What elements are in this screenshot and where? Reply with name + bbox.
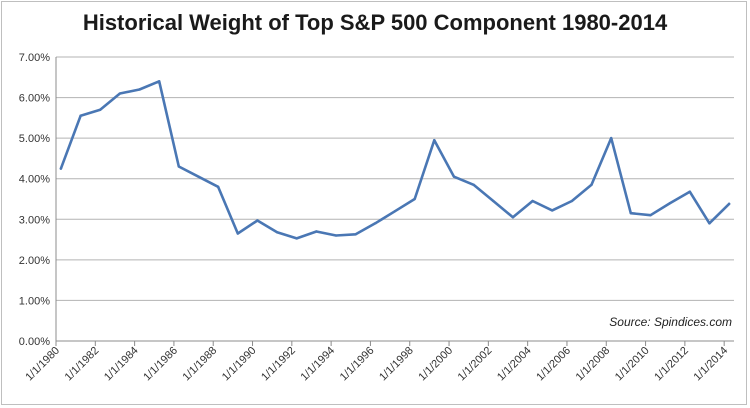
data-point <box>649 214 652 217</box>
y-tick-label: 5.00% <box>19 133 50 145</box>
x-tick-label: 1/1/1992 <box>259 345 298 384</box>
data-point <box>511 216 515 219</box>
y-axis-tick-labels: 0.00% 1.00% 2.00% 3.00% 4.00% 5.00% 6.00% 7.00% <box>19 52 50 348</box>
data-point <box>433 138 436 142</box>
y-tick-label: 7.00% <box>19 52 50 64</box>
data-point <box>551 209 554 212</box>
data-point <box>570 199 574 203</box>
x-tick-label: 1/1/1980 <box>23 345 62 384</box>
x-tick-label: 1/1/2008 <box>574 345 613 384</box>
data-point <box>99 108 102 111</box>
x-tick-label: 1/1/2002 <box>456 345 495 384</box>
data-point <box>216 185 220 189</box>
data-point <box>531 199 534 203</box>
x-tick-label: 1/1/1996 <box>338 345 377 384</box>
data-point <box>157 80 161 83</box>
x-tick-label: 1/1/1988 <box>181 345 220 384</box>
y-tick-label: 4.00% <box>19 174 50 186</box>
x-tick-label: 1/1/2006 <box>534 345 573 384</box>
x-tick-label: 1/1/1986 <box>141 345 180 384</box>
data-point <box>59 167 63 170</box>
data-point <box>275 231 279 234</box>
x-tick-label: 1/1/2014 <box>692 345 731 384</box>
x-tick-label: 1/1/1990 <box>220 345 259 384</box>
data-point <box>295 237 298 240</box>
data-point <box>256 219 259 222</box>
data-point <box>354 233 357 236</box>
y-tick-label: 2.00% <box>19 255 50 267</box>
axes <box>55 57 734 346</box>
y-tick-label: 0.00% <box>19 336 50 348</box>
x-tick-label: 1/1/2000 <box>416 345 455 384</box>
chart-title: Historical Weight of Top S&P 500 Compone… <box>82 10 668 35</box>
data-point <box>315 230 318 233</box>
data-point <box>334 234 338 237</box>
data-point <box>590 183 593 186</box>
data-point <box>688 190 691 193</box>
data-point <box>609 136 613 140</box>
y-tick-label: 3.00% <box>19 214 50 226</box>
data-point <box>197 175 200 178</box>
y-tick-label: 1.00% <box>19 295 50 307</box>
data-point <box>393 209 397 213</box>
data-point <box>492 199 495 203</box>
x-tick-label: 1/1/2010 <box>613 345 652 384</box>
y-tick-label: 6.00% <box>19 93 50 105</box>
data-point <box>727 202 731 206</box>
series-line <box>59 80 731 240</box>
data-point <box>374 222 377 225</box>
data-point <box>452 175 456 178</box>
data-point <box>118 92 122 95</box>
data-point <box>413 197 416 201</box>
data-point <box>472 183 475 186</box>
data-point <box>177 165 181 168</box>
x-tick-label: 1/1/2012 <box>652 345 691 384</box>
x-axis-tick-labels: 1/1/1980 1/1/1982 1/1/1984 1/1/1986 1/1/1988… <box>23 345 730 384</box>
x-tick-label: 1/1/1982 <box>63 345 102 384</box>
data-point <box>138 88 141 91</box>
series <box>59 80 731 240</box>
data-point <box>79 114 82 118</box>
gridlines <box>56 56 734 301</box>
x-tick-label: 1/1/1998 <box>377 345 416 384</box>
data-point <box>708 222 711 225</box>
data-point <box>668 201 672 205</box>
data-point <box>629 212 633 215</box>
source-note: Source: Spindices.com <box>609 315 732 329</box>
data-point <box>236 232 239 235</box>
x-tick-label: 1/1/1984 <box>102 345 141 384</box>
x-tick-label: 1/1/1994 <box>298 345 337 384</box>
x-tick-label: 1/1/2004 <box>495 345 534 384</box>
